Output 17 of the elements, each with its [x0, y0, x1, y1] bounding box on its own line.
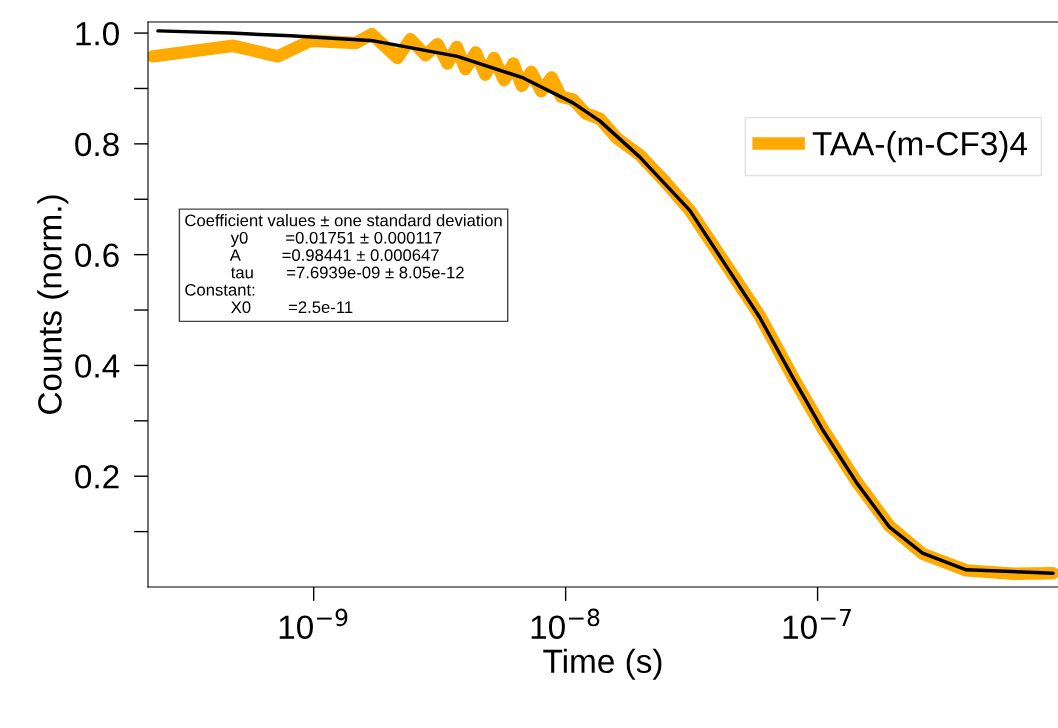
legend-label: TAA-(m-CF3)4	[812, 131, 1028, 163]
x-tick-label: 10$^{−8}$	[531, 608, 600, 640]
y-tick-label: 1.0	[76, 21, 119, 46]
annotation: y0 =0.01751 ± 0.000117	[230, 231, 442, 247]
y-tick-label: 0.6	[75, 243, 119, 268]
y-tick-label: 0.4	[75, 354, 120, 378]
annotation: A =0.98441 ± 0.000647	[229, 249, 439, 262]
annotation: X0 =2.5e-11	[231, 301, 353, 314]
x-axis-title: Time (s)	[543, 648, 662, 680]
annotation: Constant:	[185, 283, 255, 296]
annotation: tau =7.6939e-09 ± 8.05e-12	[230, 266, 464, 279]
y-tick-label: 0.8	[75, 132, 119, 157]
y-axis-title: Counts (norm.)	[37, 195, 69, 414]
x-tick-label: 10$^{−9}$	[279, 608, 348, 640]
x-tick-label: 10$^{−7}$	[783, 608, 851, 640]
annotation: Coefficient values ± one standard deviation	[185, 214, 502, 227]
y-tick-label: 0.2	[75, 465, 119, 489]
